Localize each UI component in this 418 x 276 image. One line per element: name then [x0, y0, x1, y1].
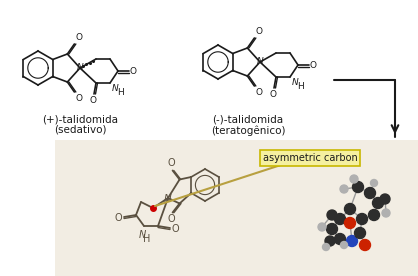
Text: O: O	[310, 60, 317, 70]
Circle shape	[327, 210, 337, 220]
Circle shape	[344, 203, 355, 214]
Circle shape	[352, 182, 364, 192]
Text: O: O	[130, 67, 137, 76]
Circle shape	[369, 209, 380, 221]
Text: (teratogênico): (teratogênico)	[211, 125, 285, 136]
Bar	[55, 140, 418, 276]
Text: H: H	[117, 88, 124, 97]
Text: O: O	[168, 158, 176, 169]
Text: H: H	[297, 82, 304, 91]
Text: N: N	[257, 57, 263, 67]
Text: O: O	[172, 224, 180, 234]
Circle shape	[323, 243, 329, 251]
Text: N: N	[76, 63, 83, 73]
Text: (sedativo): (sedativo)	[54, 125, 106, 135]
Circle shape	[347, 235, 357, 246]
Circle shape	[325, 236, 335, 246]
Circle shape	[318, 223, 326, 231]
Text: H: H	[143, 234, 150, 244]
Circle shape	[370, 179, 377, 187]
Circle shape	[354, 227, 365, 238]
Circle shape	[382, 209, 390, 217]
Circle shape	[344, 217, 355, 229]
Text: N: N	[292, 78, 299, 87]
Text: O: O	[270, 90, 276, 99]
Text: O: O	[115, 213, 122, 223]
Circle shape	[364, 187, 375, 198]
Circle shape	[359, 240, 370, 251]
Text: O: O	[75, 94, 82, 103]
Text: O: O	[255, 27, 263, 36]
Circle shape	[350, 175, 358, 183]
Circle shape	[341, 242, 347, 248]
Text: O: O	[75, 33, 82, 42]
Text: (+)-talidomida: (+)-talidomida	[42, 115, 118, 125]
Circle shape	[326, 224, 337, 235]
Text: asymmetric carbon: asymmetric carbon	[263, 153, 357, 163]
Text: N: N	[164, 194, 172, 204]
Text: O: O	[255, 88, 263, 97]
Text: (-)-talidomida: (-)-talidomida	[212, 115, 283, 125]
Circle shape	[372, 198, 383, 208]
Text: O: O	[89, 96, 97, 105]
Circle shape	[340, 185, 348, 193]
Text: O: O	[168, 214, 176, 224]
Circle shape	[334, 233, 346, 245]
Circle shape	[357, 214, 367, 224]
Circle shape	[334, 214, 346, 224]
Circle shape	[380, 194, 390, 204]
Text: N: N	[112, 84, 119, 93]
Text: N: N	[138, 230, 145, 240]
